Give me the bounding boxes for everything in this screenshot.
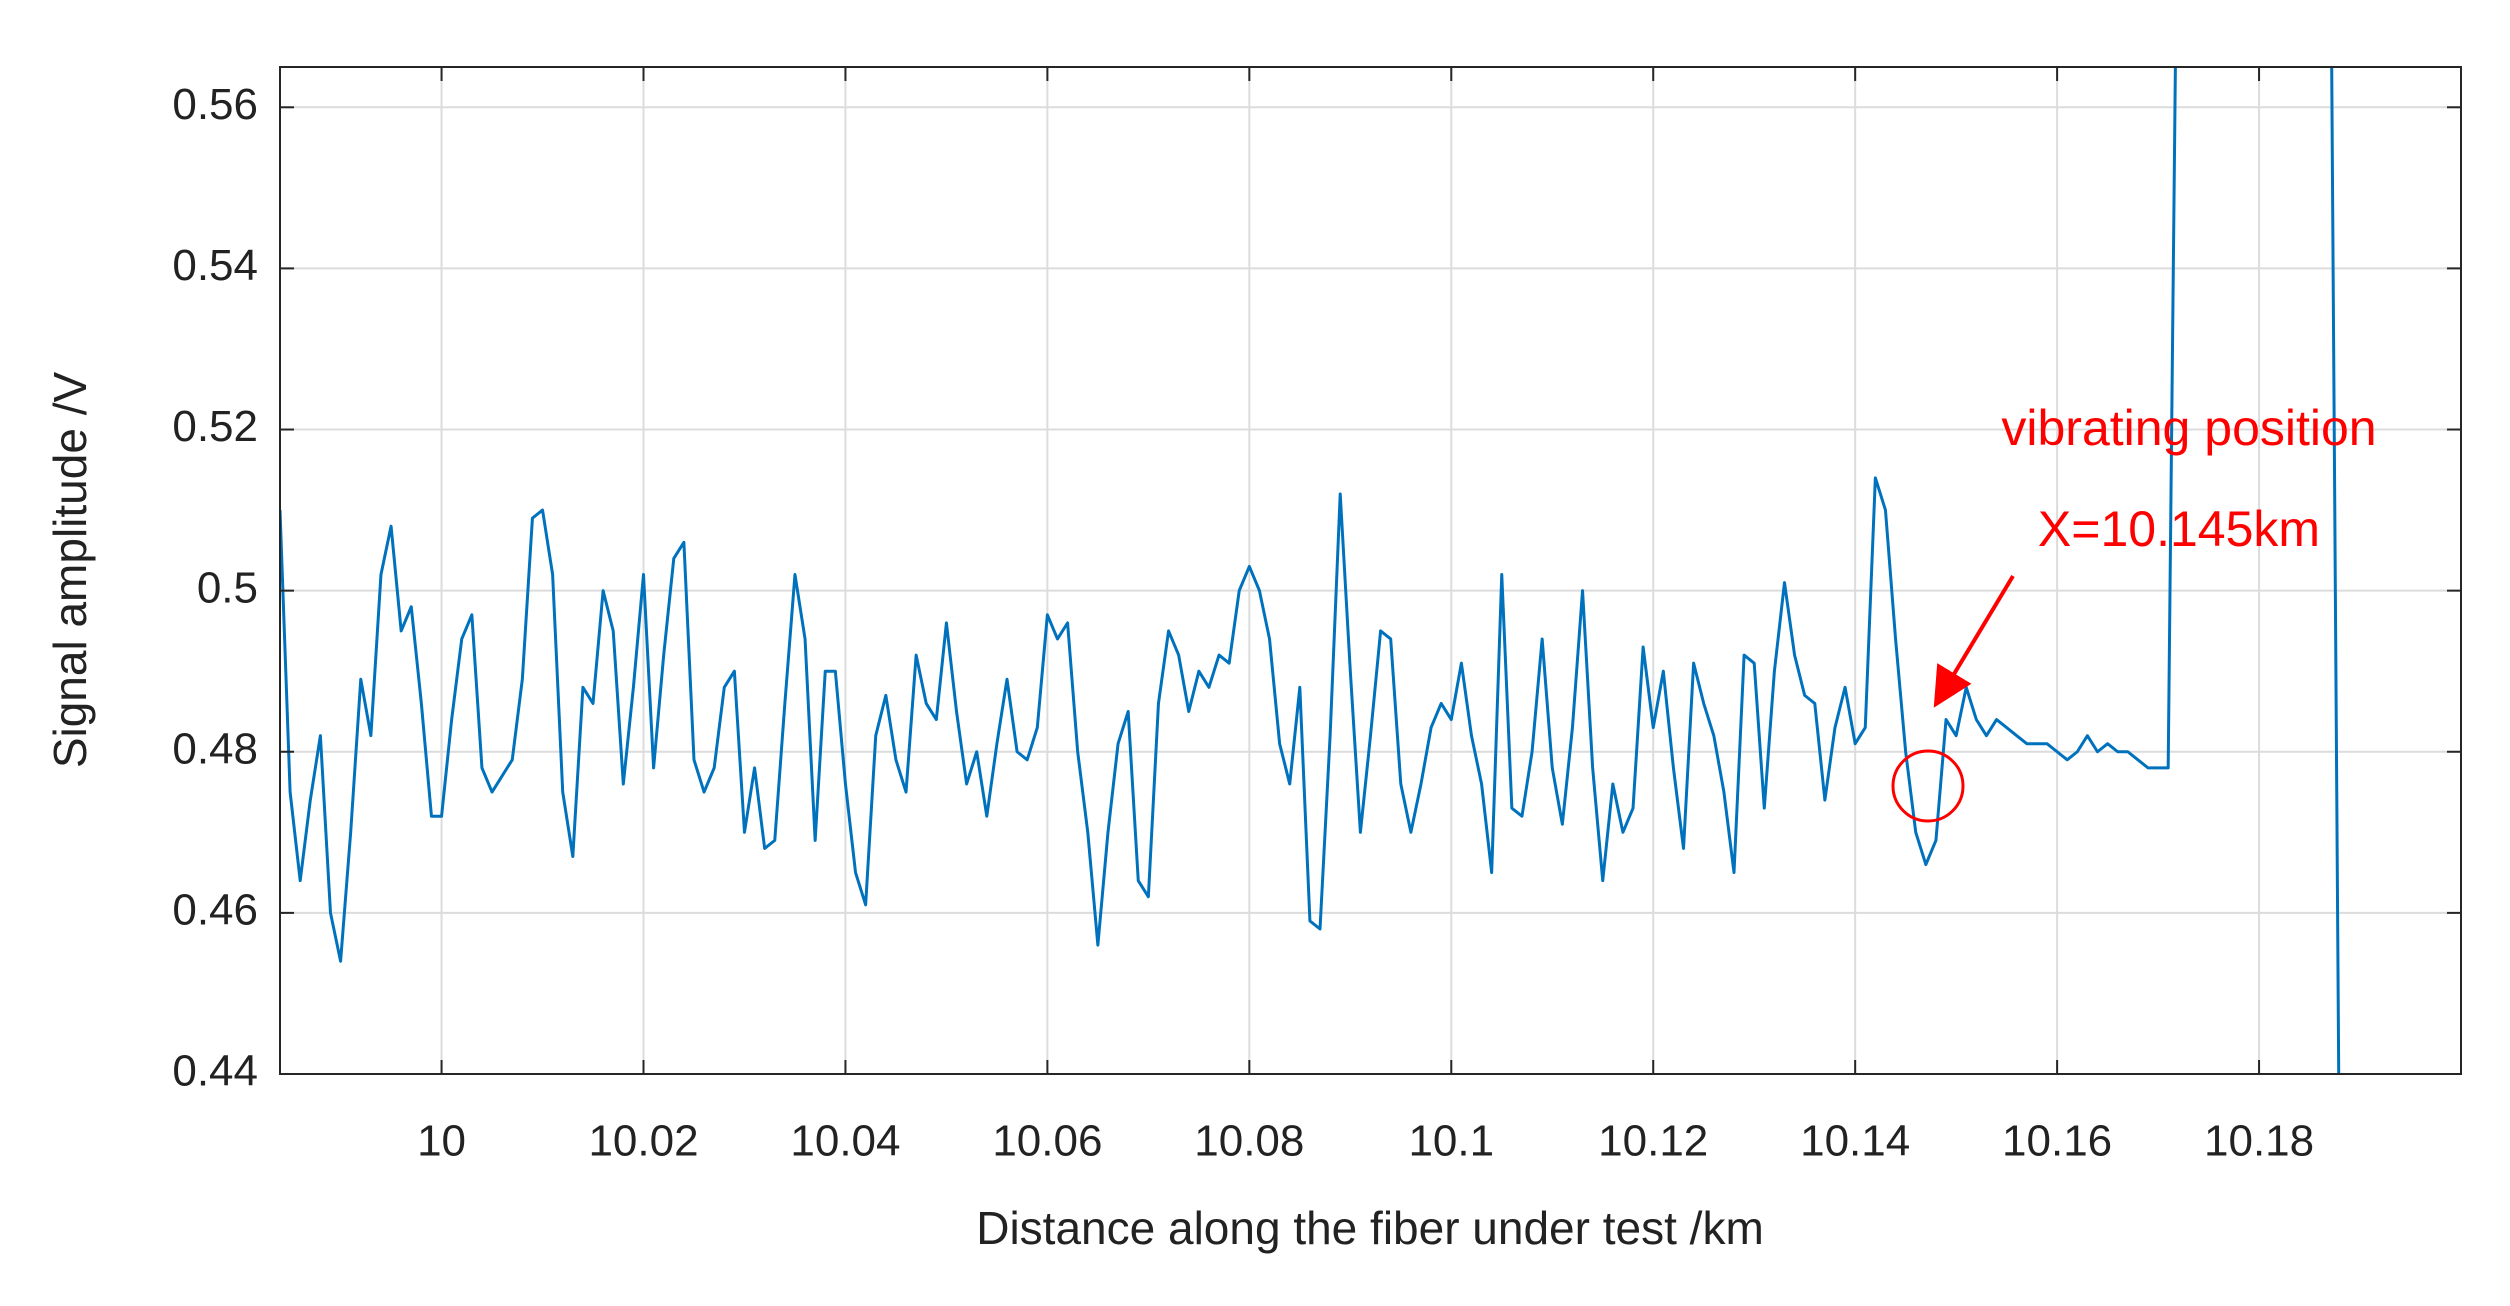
y-tick-label: 0.52 bbox=[172, 402, 258, 451]
x-tick-label: 10 bbox=[417, 1117, 466, 1166]
y-tick-label: 0.5 bbox=[197, 563, 258, 612]
x-tick-label: 10.12 bbox=[1598, 1117, 1708, 1166]
y-tick-label: 0.48 bbox=[172, 724, 258, 773]
x-tick-label: 10.04 bbox=[790, 1117, 900, 1166]
y-tick-label: 0.46 bbox=[172, 886, 258, 935]
annotation-circle bbox=[1891, 749, 1965, 823]
plot-frame bbox=[279, 66, 2462, 1075]
annotation: X=10.145km bbox=[2038, 501, 2320, 557]
x-axis-label: Distance along the fiber under test /km bbox=[976, 1202, 1764, 1254]
x-tick-label: 10.08 bbox=[1194, 1117, 1304, 1166]
x-tick-label: 10.06 bbox=[992, 1117, 1102, 1166]
ticks: 10 10.02 10.04 10.06 10.08 10.1 10.12 10.14 10.1… bbox=[172, 67, 2461, 1166]
x-tick-label: 10.16 bbox=[2002, 1117, 2112, 1166]
x-tick-label: 10.02 bbox=[588, 1117, 698, 1166]
plot-area bbox=[280, 67, 2461, 1074]
data-line bbox=[280, 67, 2341, 1074]
x-tick-label: 10.14 bbox=[1800, 1117, 1910, 1166]
annotation: vibrating position bbox=[2001, 400, 2376, 456]
y-tick-label: 0.56 bbox=[172, 80, 258, 129]
y-tick-label: 0.44 bbox=[172, 1047, 258, 1096]
x-tick-label: 10.18 bbox=[2204, 1117, 2314, 1166]
y-axis-label: Signal amplitude /V bbox=[44, 372, 96, 769]
y-tick-label: 0.54 bbox=[172, 241, 258, 290]
annotation-arrow bbox=[1933, 574, 2015, 708]
series-layer bbox=[280, 67, 2341, 1074]
x-tick-label: 10.1 bbox=[1408, 1117, 1494, 1166]
